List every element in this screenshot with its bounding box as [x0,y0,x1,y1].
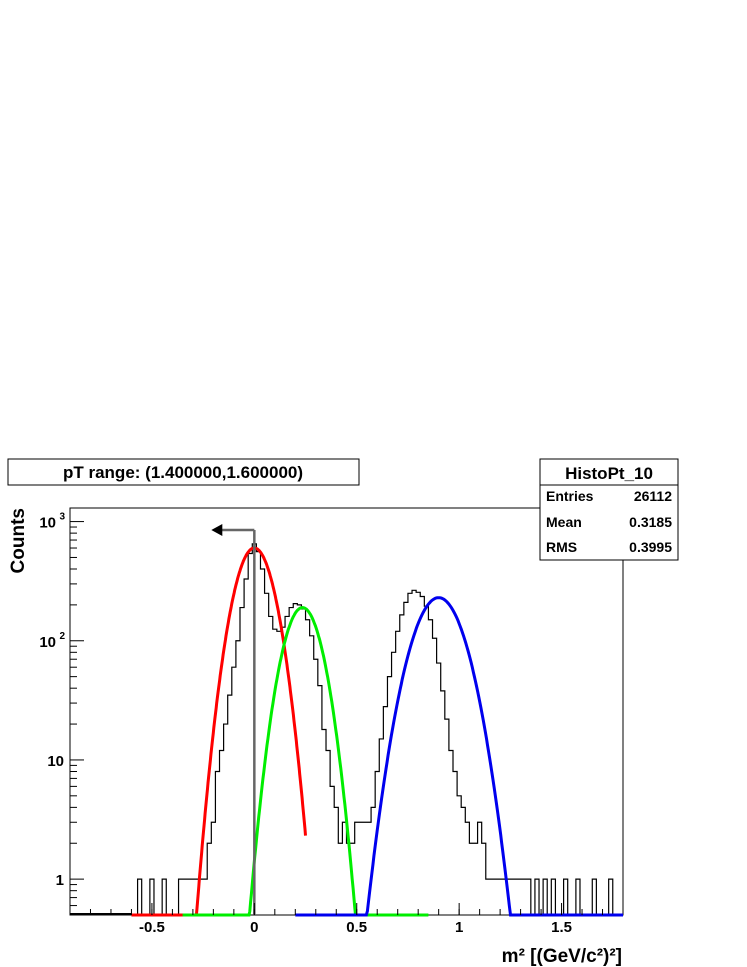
stats-label-rms: RMS [546,539,577,555]
fit-curve-2 [182,605,429,917]
stats-box: HistoPt_10 Entries 26112 Mean 0.3185 RMS… [539,458,679,561]
y-tick-label-exponent: 2 [59,631,65,642]
stats-value-rms: 0.3995 [629,539,672,555]
y-tick-label: 10 [39,515,56,532]
x-tick-label: 1 [455,919,463,936]
y-tick-label: 10 [47,753,64,770]
stats-name: HistoPt_10 [565,464,653,483]
x-tick-label: 0 [250,919,258,936]
y-tick-label-exponent: 3 [59,512,65,523]
fit-curve-1 [131,546,307,917]
plot-marks [70,523,623,917]
title-box [7,458,360,486]
stats-value-entries: 26112 [634,488,672,504]
x-tick-label: 0.5 [346,919,367,936]
histogram-line [136,543,614,915]
chart-title: pT range: (1.400000,1.600000) [63,463,303,482]
x-tick-label: -0.5 [139,919,165,936]
plot-frame [69,507,624,916]
y-tick-label: 10 [39,634,56,651]
y-axis-title: Counts [8,508,29,573]
x-tick-label: 1.5 [551,919,572,936]
y-tick-label: 1 [56,872,64,889]
x-axis-title: m² [(GeV/c²)²] [502,946,622,967]
stats-label-mean: Mean [546,514,582,530]
stats-label-entries: Entries [546,488,594,504]
fit-curve-3 [295,596,623,917]
cut-marker-arrowhead [211,523,223,536]
stats-value-mean: 0.3185 [629,514,672,530]
